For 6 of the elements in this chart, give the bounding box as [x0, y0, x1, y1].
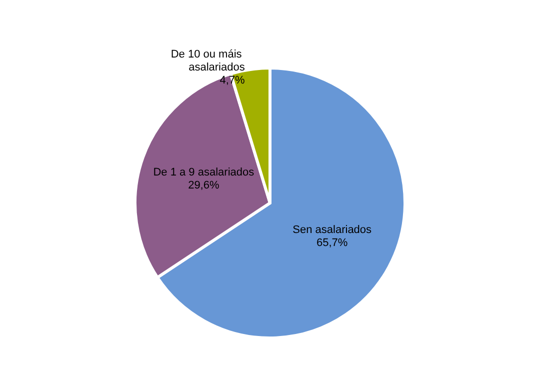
slice-label: De 1 a 9 asalariados	[153, 166, 255, 179]
data-label: 65,7%	[316, 236, 348, 249]
slice-label: De 10 ou máis asalariados	[170, 48, 246, 74]
slice-label: Sen asalariados	[292, 224, 372, 236]
data-label: 29,6%	[188, 180, 220, 192]
data-label: 4,7%	[220, 74, 246, 86]
